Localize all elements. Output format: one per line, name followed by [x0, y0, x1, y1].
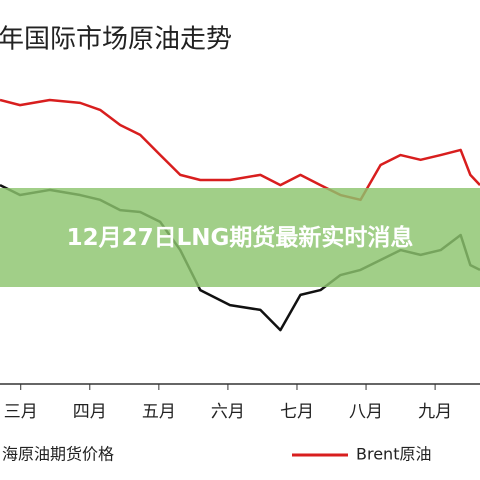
- banner: 12月27日LNG期货最新实时消息: [0, 188, 480, 287]
- legend-label: Brent原油: [356, 445, 431, 464]
- x-tick-label: 三月: [4, 402, 38, 422]
- x-tick-label: 六月: [211, 402, 245, 422]
- x-tick-label: 九月: [418, 402, 452, 422]
- x-tick-label: 七月: [280, 402, 314, 422]
- x-tick-label: 五月: [142, 402, 176, 422]
- banner-title: 12月27日LNG期货最新实时消息: [66, 224, 414, 251]
- chart-title: 年国际市场原油走势: [0, 25, 232, 55]
- x-tick-label: 四月: [73, 402, 107, 422]
- series-line: [0, 98, 480, 202]
- legend-label: 海原油期货价格: [2, 445, 114, 464]
- x-tick-label: 八月: [349, 402, 383, 422]
